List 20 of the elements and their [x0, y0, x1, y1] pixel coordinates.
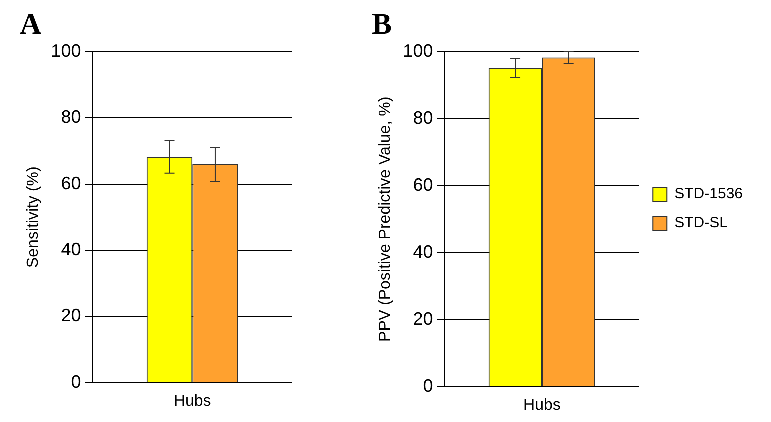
y-axis-title: PPV (Positive Predictive Value, %): [377, 96, 394, 342]
x-tick-label: Hubs: [524, 396, 561, 414]
chart-title: A: [20, 8, 42, 41]
y-tick-label: 20: [413, 308, 434, 329]
legend-label: STD-SL: [674, 214, 728, 232]
y-tick-label: 20: [61, 306, 82, 326]
y-tick-label: 0: [423, 376, 434, 396]
y-tick-label: 80: [61, 107, 82, 128]
x-tick-label: Hubs: [174, 392, 212, 410]
y-tick-label: 40: [61, 239, 82, 260]
chart-title: B: [372, 8, 392, 41]
y-tick-label: 60: [61, 173, 82, 194]
y-axis-title: Sensitivity (%): [25, 166, 42, 268]
y-tick-label: 100: [403, 40, 434, 61]
y-tick-label: 100: [51, 40, 82, 61]
y-tick-label: 60: [413, 174, 434, 195]
legend-label: STD-1536: [674, 186, 744, 203]
y-tick-label: 0: [71, 372, 82, 392]
y-tick-label: 40: [413, 242, 434, 262]
y-tick-label: 80: [413, 108, 434, 128]
